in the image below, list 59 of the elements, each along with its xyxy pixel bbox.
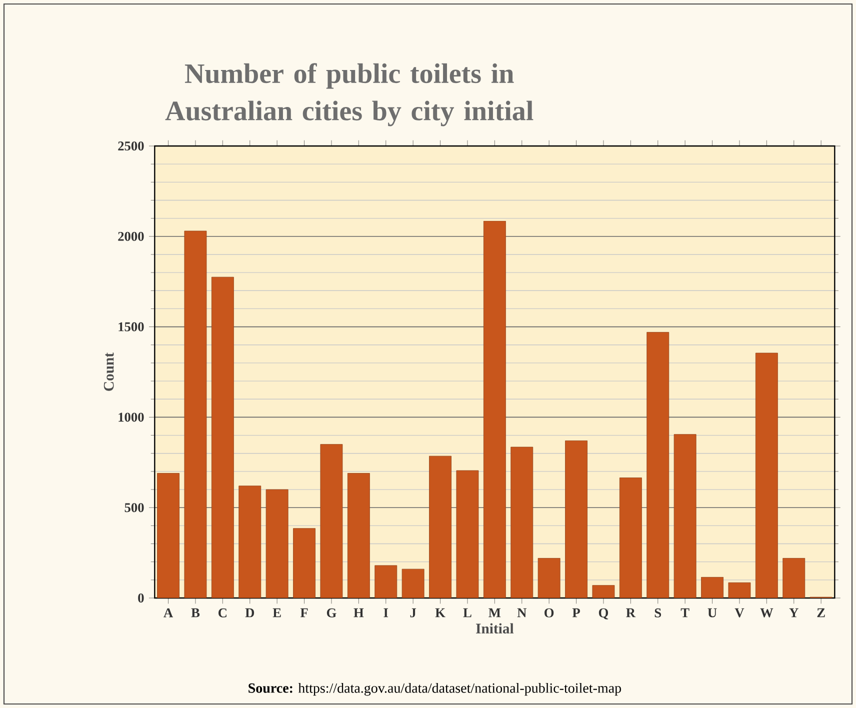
chart-title: Number of public toilets in Australian cities by city initial xyxy=(165,63,534,126)
x-tick-label: J xyxy=(410,608,416,618)
bar xyxy=(184,230,207,598)
bar xyxy=(238,486,262,598)
y-tick-label: 2000 xyxy=(118,232,144,241)
x-tick-label: W xyxy=(760,608,774,618)
bar xyxy=(728,582,751,598)
bar xyxy=(782,558,806,598)
x-tick-label: R xyxy=(626,608,636,618)
x-tick-label: Y xyxy=(789,608,798,618)
x-tick-label: I xyxy=(384,608,388,618)
x-tick-label: B xyxy=(191,608,200,618)
bar xyxy=(374,565,398,598)
bar xyxy=(755,352,778,598)
x-tick-label: U xyxy=(708,608,717,618)
bar xyxy=(402,568,424,598)
y-tick-label: 2500 xyxy=(118,142,144,150)
x-tick-label: L xyxy=(463,608,472,618)
bar xyxy=(266,489,288,598)
x-tick-label: S xyxy=(654,608,662,618)
bar xyxy=(510,446,534,598)
x-tick-label: K xyxy=(435,608,446,618)
x-tick-label: N xyxy=(517,608,527,618)
y-tick-label: 500 xyxy=(124,503,144,512)
x-tick-label: M xyxy=(488,608,501,618)
y-tick-label: 0 xyxy=(138,594,144,602)
bar xyxy=(347,473,370,598)
bar xyxy=(565,440,588,598)
x-tick-label: E xyxy=(272,608,281,618)
x-tick-label: V xyxy=(734,608,744,618)
x-tick-label: C xyxy=(218,608,226,618)
bar xyxy=(483,220,506,598)
bar xyxy=(619,478,642,598)
x-axis-title: Initial xyxy=(476,623,514,634)
x-tick-label: Z xyxy=(817,608,825,618)
x-tick-label: P xyxy=(572,608,580,618)
x-tick-label: T xyxy=(680,608,690,618)
x-tick-label: A xyxy=(164,608,173,618)
bar xyxy=(211,276,234,598)
x-tick-label: G xyxy=(326,608,336,618)
bar xyxy=(538,558,560,598)
x-tick-label: H xyxy=(354,608,364,618)
x-tick-label: F xyxy=(300,608,308,618)
bar xyxy=(157,473,180,598)
y-axis-title: Count xyxy=(104,352,114,391)
x-tick-label: O xyxy=(544,608,554,618)
bar xyxy=(429,456,452,598)
text: Source: https://data.gov.au/data/dataset/national-public-toilet-map xyxy=(248,682,622,696)
y-tick-label: 1000 xyxy=(118,412,144,422)
x-tick-label: D xyxy=(245,608,254,618)
y-tick-label: 1500 xyxy=(118,322,144,332)
bar xyxy=(293,528,316,598)
bar xyxy=(646,332,670,598)
x-tick-label: Q xyxy=(598,608,608,620)
bar xyxy=(456,470,479,598)
bar xyxy=(592,585,615,598)
bar xyxy=(701,577,724,598)
bar xyxy=(674,434,696,598)
bar xyxy=(320,444,343,598)
